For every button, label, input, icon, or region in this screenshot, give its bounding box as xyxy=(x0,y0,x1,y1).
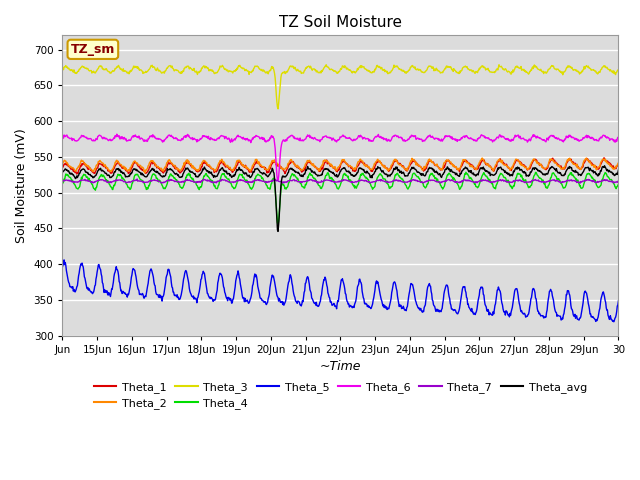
Theta_3 xyxy=(588,67,596,73)
X-axis label: ~Time: ~Time xyxy=(319,360,361,373)
Theta_1 xyxy=(58,164,66,170)
Theta_7 xyxy=(163,179,170,184)
Line: Theta_6: Theta_6 xyxy=(62,134,618,180)
Y-axis label: Soil Moisture (mV): Soil Moisture (mV) xyxy=(15,128,28,243)
Theta_avg xyxy=(274,228,282,234)
Theta_3 xyxy=(614,67,622,72)
Theta_3 xyxy=(58,66,66,72)
Theta_3 xyxy=(323,62,330,68)
Theta_6 xyxy=(58,133,66,139)
Theta_7 xyxy=(85,178,93,184)
Theta_7 xyxy=(314,180,322,186)
Theta_6 xyxy=(85,136,93,142)
Theta_7 xyxy=(133,176,141,182)
Theta_avg xyxy=(162,172,170,178)
Theta_4 xyxy=(290,173,298,179)
Theta_7 xyxy=(614,179,622,185)
Theta_7 xyxy=(387,179,395,185)
Theta_2 xyxy=(387,165,394,170)
Theta_5 xyxy=(163,275,170,280)
Theta_6 xyxy=(588,134,596,140)
Theta_5 xyxy=(58,264,66,270)
Theta_5 xyxy=(614,298,622,304)
Line: Theta_5: Theta_5 xyxy=(62,260,618,322)
Theta_avg xyxy=(58,169,66,175)
Theta_2 xyxy=(290,161,298,167)
Theta_3 xyxy=(85,68,93,73)
Theta_5 xyxy=(387,299,394,304)
Line: Theta_2: Theta_2 xyxy=(62,158,618,173)
Legend: Theta_1, Theta_2, Theta_3, Theta_4, Theta_5, Theta_6, Theta_7, Theta_avg: Theta_1, Theta_2, Theta_3, Theta_4, Thet… xyxy=(90,377,591,413)
Theta_avg xyxy=(387,172,394,178)
Theta_2 xyxy=(596,160,604,166)
Theta_7 xyxy=(58,179,66,184)
Theta_2 xyxy=(163,162,170,168)
Line: Theta_4: Theta_4 xyxy=(62,172,618,224)
Theta_4 xyxy=(162,185,170,191)
Theta_1 xyxy=(600,155,608,161)
Theta_4 xyxy=(274,221,282,227)
Theta_3 xyxy=(290,65,298,71)
Line: Theta_1: Theta_1 xyxy=(62,158,618,174)
Theta_1 xyxy=(290,160,298,166)
Theta_5 xyxy=(588,314,595,320)
Theta_7 xyxy=(290,177,298,183)
Theta_4 xyxy=(588,175,596,181)
Theta_1 xyxy=(163,165,170,171)
Theta_7 xyxy=(588,178,596,184)
Theta_6 xyxy=(291,134,298,140)
Theta_4 xyxy=(596,183,604,189)
Theta_1 xyxy=(387,166,394,172)
Theta_avg xyxy=(85,171,93,177)
Line: Theta_7: Theta_7 xyxy=(62,179,618,183)
Theta_avg xyxy=(601,163,609,168)
Theta_1 xyxy=(596,164,604,169)
Theta_7 xyxy=(596,179,604,184)
Theta_avg xyxy=(614,167,622,173)
Theta_6 xyxy=(614,135,622,141)
Theta_avg xyxy=(588,168,595,173)
Theta_4 xyxy=(387,185,394,191)
Theta_6 xyxy=(113,132,121,137)
Theta_1 xyxy=(86,165,93,170)
Theta_1 xyxy=(614,161,622,167)
Theta_6 xyxy=(387,137,395,143)
Theta_3 xyxy=(596,67,604,73)
Title: TZ Soil Moisture: TZ Soil Moisture xyxy=(279,15,402,30)
Theta_2 xyxy=(85,165,93,170)
Theta_5 xyxy=(86,287,93,293)
Theta_3 xyxy=(387,68,395,74)
Theta_4 xyxy=(85,176,93,181)
Theta_1 xyxy=(588,160,595,166)
Theta_6 xyxy=(163,135,170,141)
Theta_2 xyxy=(614,160,622,166)
Theta_3 xyxy=(162,68,170,74)
Theta_6 xyxy=(596,134,604,140)
Text: TZ_sm: TZ_sm xyxy=(70,43,115,56)
Theta_5 xyxy=(610,319,618,324)
Theta_2 xyxy=(141,170,149,176)
Theta_5 xyxy=(60,257,68,263)
Theta_4 xyxy=(462,169,470,175)
Theta_4 xyxy=(58,181,66,187)
Theta_1 xyxy=(73,171,81,177)
Theta_3 xyxy=(274,106,282,112)
Theta_2 xyxy=(478,155,486,161)
Theta_avg xyxy=(596,170,604,176)
Line: Theta_3: Theta_3 xyxy=(62,65,618,109)
Line: Theta_avg: Theta_avg xyxy=(62,166,618,231)
Theta_6 xyxy=(274,178,282,183)
Theta_avg xyxy=(290,167,298,173)
Theta_5 xyxy=(596,305,604,311)
Theta_5 xyxy=(290,291,298,297)
Theta_2 xyxy=(588,163,596,168)
Theta_2 xyxy=(58,161,66,167)
Theta_4 xyxy=(614,181,622,187)
